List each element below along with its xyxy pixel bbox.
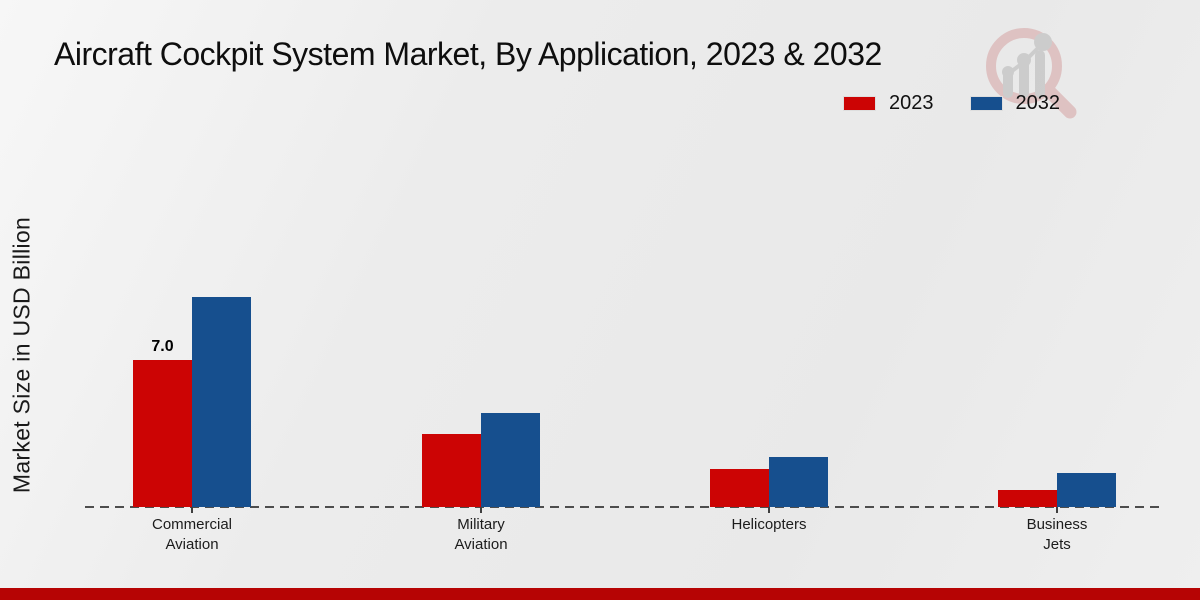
y-axis-label: Market Size in USD Billion xyxy=(8,216,35,494)
x-axis-tick-helicopters xyxy=(768,507,770,513)
bar-2023-helicopters xyxy=(710,469,769,507)
category-label-line: Helicopters xyxy=(731,516,807,533)
category-label-line: Business xyxy=(1026,516,1088,533)
bar-2032-business-jets xyxy=(1057,473,1116,507)
category-label-line: Aviation xyxy=(165,536,219,553)
x-axis-baseline xyxy=(85,506,1163,508)
category-label-business-jets: Business Jets xyxy=(977,515,1137,555)
bar-2023-commercial-aviation xyxy=(133,360,192,507)
category-label-military-aviation: Military Aviation xyxy=(401,515,561,555)
category-label-line: Commercial xyxy=(151,516,232,533)
x-axis-tick-military-aviation xyxy=(480,507,482,513)
bar-2032-commercial-aviation xyxy=(192,297,251,507)
legend-swatch-2032 xyxy=(969,96,1003,111)
chart-title: Aircraft Cockpit System Market, By Appli… xyxy=(54,36,882,72)
category-label-helicopters: Helicopters xyxy=(689,515,849,535)
plot-area: Commercial Aviation Military Aviation Helico… xyxy=(85,200,1163,553)
category-label-line: Jets xyxy=(1043,536,1071,553)
x-axis-tick-commercial-aviation xyxy=(191,507,193,513)
x-axis-tick-business-jets xyxy=(1056,507,1058,513)
legend-item-2023: 2023 xyxy=(843,92,934,115)
category-label-commercial-aviation: Commercial Aviation xyxy=(112,515,272,555)
legend: 2023 2032 xyxy=(843,92,1060,115)
legend-label-2023: 2023 xyxy=(889,92,934,114)
bar-value-label: 7.0 xyxy=(151,338,174,355)
bar-2023-military-aviation xyxy=(422,433,481,507)
legend-label-2032: 2032 xyxy=(1015,92,1061,114)
category-label-line: Military xyxy=(457,516,505,533)
bar-2023-business-jets xyxy=(998,490,1057,507)
footer-accent-bar xyxy=(0,588,1200,600)
category-label-line: Aviation xyxy=(454,536,508,553)
legend-swatch-2023 xyxy=(843,96,876,111)
bar-2032-military-aviation xyxy=(481,412,540,507)
bar-2032-helicopters xyxy=(769,456,828,507)
legend-item-2032: 2032 xyxy=(969,92,1061,115)
